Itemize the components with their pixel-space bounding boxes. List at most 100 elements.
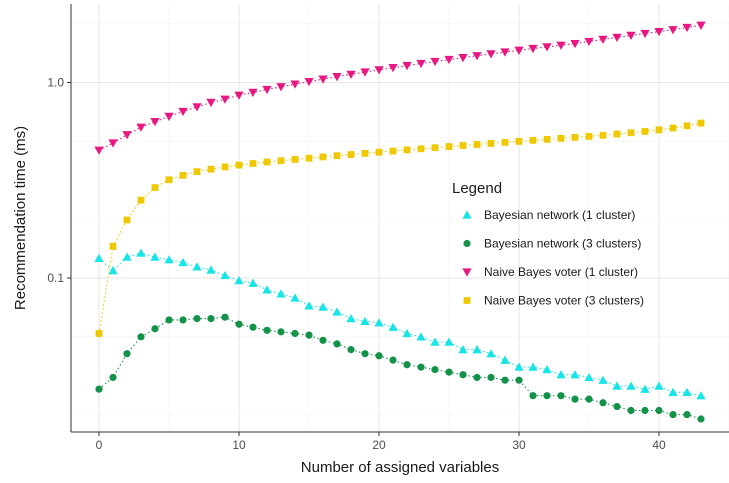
data-point <box>179 316 186 323</box>
data-point <box>221 314 228 321</box>
data-point <box>180 172 187 179</box>
data-point <box>376 149 383 156</box>
data-point <box>599 399 606 406</box>
data-point <box>124 217 131 224</box>
data-point <box>277 328 284 335</box>
data-point <box>585 396 592 403</box>
data-point <box>530 137 537 144</box>
data-point <box>306 155 313 162</box>
data-point <box>488 140 495 147</box>
data-point <box>600 132 607 139</box>
data-point <box>586 133 593 140</box>
data-point <box>627 407 634 414</box>
data-point <box>123 350 130 357</box>
data-point <box>445 369 452 376</box>
data-point <box>305 332 312 339</box>
data-point <box>516 138 523 145</box>
data-point <box>110 243 117 250</box>
data-point <box>207 315 214 322</box>
data-point <box>194 168 201 175</box>
data-point <box>152 184 159 191</box>
y-axis-title: Recommendation time (ms) <box>12 126 29 310</box>
data-point <box>529 392 536 399</box>
data-point <box>459 371 466 378</box>
data-point <box>334 152 341 159</box>
data-point <box>403 361 410 368</box>
data-point <box>235 321 242 328</box>
data-point <box>319 337 326 344</box>
data-point <box>166 176 173 183</box>
data-point <box>432 144 439 151</box>
data-point <box>543 392 550 399</box>
data-point <box>698 120 705 127</box>
data-point <box>502 139 509 146</box>
data-point <box>390 148 397 155</box>
data-point <box>641 407 648 414</box>
data-point <box>418 145 425 152</box>
x-tick-label: 30 <box>512 438 526 452</box>
data-point <box>165 316 172 323</box>
data-point <box>291 330 298 337</box>
data-point <box>333 340 340 347</box>
y-axis-ticks: 0.1 1.0 <box>47 75 71 285</box>
data-point <box>501 377 508 384</box>
data-point <box>193 315 200 322</box>
data-point <box>683 411 690 418</box>
data-point <box>362 150 369 157</box>
data-point <box>670 125 677 132</box>
legend-key <box>463 240 470 247</box>
data-point <box>697 415 704 422</box>
x-tick-label: 20 <box>372 438 386 452</box>
data-point <box>642 128 649 135</box>
data-point <box>236 162 243 169</box>
legend-label: Naive Bayes voter (3 clusters) <box>484 294 644 308</box>
data-point <box>375 352 382 359</box>
data-point <box>320 154 327 161</box>
data-point <box>292 156 299 163</box>
data-point <box>208 166 215 173</box>
data-point <box>138 197 145 204</box>
legend-label: Naive Bayes voter (1 cluster) <box>484 265 638 279</box>
data-point <box>473 374 480 381</box>
legend-title: Legend <box>452 180 502 197</box>
data-point <box>613 403 620 410</box>
data-point <box>361 350 368 357</box>
legend-key <box>464 297 471 304</box>
data-point <box>656 127 663 134</box>
data-point <box>558 135 565 142</box>
data-point <box>249 324 256 331</box>
data-point <box>544 136 551 143</box>
data-point <box>515 377 522 384</box>
data-point <box>137 333 144 340</box>
data-point <box>614 131 621 138</box>
data-point <box>389 357 396 364</box>
x-axis-ticks: 0 10 20 30 40 <box>96 432 666 452</box>
data-point <box>278 157 285 164</box>
data-point <box>655 407 662 414</box>
data-point <box>96 330 103 337</box>
data-point <box>263 327 270 334</box>
legend-label: Bayesian network (3 clusters) <box>484 237 641 251</box>
data-point <box>474 141 481 148</box>
data-point <box>348 151 355 158</box>
data-point <box>347 346 354 353</box>
data-point <box>95 386 102 393</box>
data-point <box>446 143 453 150</box>
legend-label: Bayesian network (1 cluster) <box>484 208 635 222</box>
x-tick-label: 0 <box>96 438 103 452</box>
y-tick-label: 1.0 <box>47 75 64 89</box>
data-point <box>669 411 676 418</box>
x-tick-label: 10 <box>232 438 246 452</box>
x-tick-label: 40 <box>652 438 666 452</box>
data-point <box>151 325 158 332</box>
data-point <box>109 374 116 381</box>
data-point <box>250 160 257 167</box>
data-point <box>222 163 229 170</box>
data-point <box>684 122 691 129</box>
data-point <box>628 129 635 136</box>
data-point <box>417 364 424 371</box>
data-point <box>404 146 411 153</box>
data-point <box>460 142 467 149</box>
data-point <box>572 134 579 141</box>
